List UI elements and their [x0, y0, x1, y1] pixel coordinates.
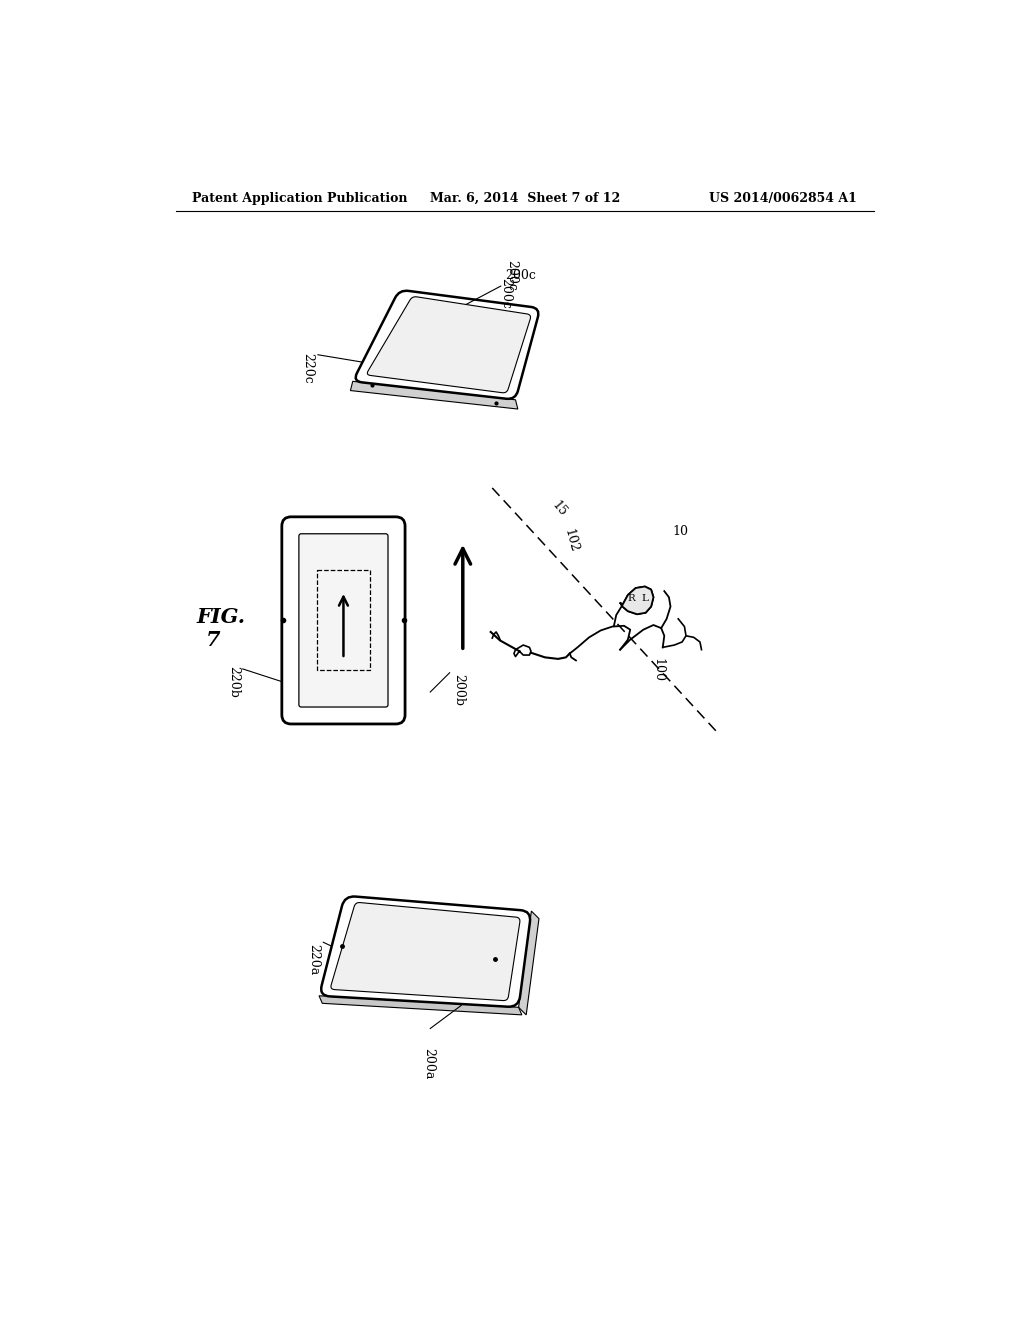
- Text: Patent Application Publication: Patent Application Publication: [191, 191, 408, 205]
- PathPatch shape: [331, 903, 520, 1001]
- Text: 220b: 220b: [227, 667, 241, 698]
- FancyBboxPatch shape: [282, 517, 406, 723]
- Text: 100: 100: [651, 659, 665, 682]
- Text: 10: 10: [673, 525, 689, 539]
- Text: 225b: 225b: [371, 543, 384, 574]
- PathPatch shape: [355, 290, 539, 399]
- Text: 200a: 200a: [422, 1048, 435, 1080]
- PathPatch shape: [322, 896, 530, 1007]
- Text: 7: 7: [206, 630, 220, 649]
- Text: 220c: 220c: [301, 354, 314, 384]
- Text: 200c: 200c: [506, 260, 518, 290]
- Text: FIG.: FIG.: [197, 607, 245, 627]
- Text: 200b: 200b: [452, 673, 465, 706]
- Bar: [317, 570, 370, 671]
- Text: US 2014/0062854 A1: US 2014/0062854 A1: [709, 191, 856, 205]
- Polygon shape: [319, 995, 522, 1015]
- Text: 220a: 220a: [307, 944, 321, 975]
- Text: Mar. 6, 2014  Sheet 7 of 12: Mar. 6, 2014 Sheet 7 of 12: [430, 191, 620, 205]
- Text: 102: 102: [562, 528, 581, 554]
- Polygon shape: [350, 381, 518, 409]
- Text: L: L: [641, 594, 648, 603]
- Text: 15: 15: [549, 499, 569, 519]
- Polygon shape: [621, 586, 653, 614]
- Text: 200c: 200c: [464, 269, 537, 306]
- FancyBboxPatch shape: [299, 533, 388, 708]
- PathPatch shape: [368, 297, 530, 393]
- Text: 200c: 200c: [499, 277, 512, 309]
- Polygon shape: [518, 911, 539, 1015]
- Text: R: R: [628, 594, 636, 603]
